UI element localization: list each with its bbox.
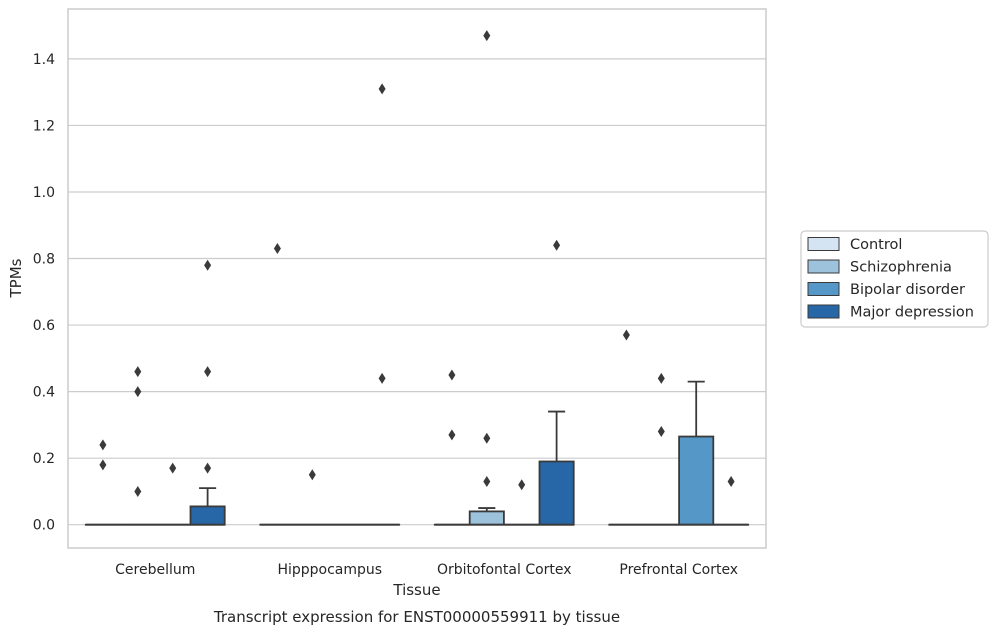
box-3-3 [713, 475, 750, 526]
outlier-point [483, 475, 491, 487]
box-2-2 [503, 479, 540, 526]
outlier-point [553, 239, 561, 251]
outlier-point [134, 485, 142, 497]
legend-swatch [807, 282, 840, 296]
legend-frame [800, 230, 989, 328]
x-tick-label: Hipppocampus [277, 562, 382, 578]
box-0-3 [189, 259, 226, 526]
grid-lines [68, 58, 766, 526]
outlier-point [518, 479, 526, 491]
y-tick-label: 0.8 [33, 252, 55, 268]
y-tick-label: 1.2 [33, 118, 55, 134]
outlier-point [657, 372, 665, 384]
x-axis-ticks: Cerebellum Hipppocampus Orbitofontal Corte… [115, 562, 738, 578]
legend-swatch [807, 304, 840, 319]
legend-swatch [807, 237, 840, 251]
box-3-0 [608, 329, 645, 526]
legend-label: Control [850, 237, 902, 253]
outlier-point [483, 432, 491, 444]
y-tick-label: 0.2 [33, 451, 55, 467]
box-3-1 [643, 372, 680, 526]
box-3-2 [678, 380, 715, 526]
box-1-1 [294, 469, 331, 526]
box-body [538, 460, 575, 526]
outlier-point [134, 386, 142, 398]
box-plot-marks [84, 30, 750, 526]
x-axis-title: Tissue [392, 581, 440, 599]
outlier-point [99, 439, 107, 451]
y-tick-label: 0.0 [33, 518, 55, 534]
box-body [189, 505, 226, 526]
outlier-point [622, 329, 630, 341]
outlier-point [448, 429, 456, 441]
x-tick-label: Prefrontal Cortex [619, 562, 738, 578]
outlier-point [483, 30, 491, 42]
y-tick-label: 1.4 [33, 52, 55, 68]
legend-label: Bipolar disorder [850, 282, 965, 298]
y-axis-title: TPMs [7, 258, 25, 298]
outlier-point [169, 462, 177, 474]
outlier-point [204, 462, 212, 474]
box-1-0 [259, 243, 296, 526]
outlier-point [378, 372, 386, 384]
outlier-point [727, 475, 735, 487]
outlier-point [308, 469, 316, 481]
box-2-3 [538, 239, 575, 526]
legend: Control Schizophrenia Bipolar disorder Majo… [800, 230, 989, 328]
outlier-point [378, 83, 386, 95]
y-tick-label: 0.6 [33, 318, 55, 334]
outlier-point [204, 259, 212, 271]
plot-area-frame [67, 8, 767, 549]
legend-swatch [807, 259, 840, 274]
x-tick-label: Cerebellum [115, 562, 195, 578]
box-1-3 [364, 83, 401, 526]
x-tick-label: Orbitofontal Cortex [437, 562, 572, 578]
chart-caption: Transcript expression for ENST0000055991… [213, 608, 620, 626]
outlier-point [448, 369, 456, 381]
outlier-point [134, 366, 142, 378]
y-tick-label: 1.0 [33, 185, 55, 201]
box-2-1 [468, 30, 505, 526]
box-0-1 [119, 366, 156, 526]
box-0-2 [154, 462, 191, 526]
box-0-0 [84, 439, 121, 526]
outlier-point [657, 426, 665, 438]
box-2-0 [433, 369, 470, 526]
outlier-point [99, 459, 107, 471]
y-tick-label: 0.4 [33, 385, 55, 401]
legend-label: Major depression [850, 305, 974, 321]
outlier-point [273, 243, 281, 255]
legend-label: Schizophrenia [850, 260, 952, 276]
box-body [678, 435, 715, 526]
outlier-point [204, 366, 212, 378]
y-axis-ticks: 0.0 0.2 0.4 0.6 0.8 1.0 1.2 1.4 [33, 52, 55, 534]
box-body [468, 510, 505, 526]
